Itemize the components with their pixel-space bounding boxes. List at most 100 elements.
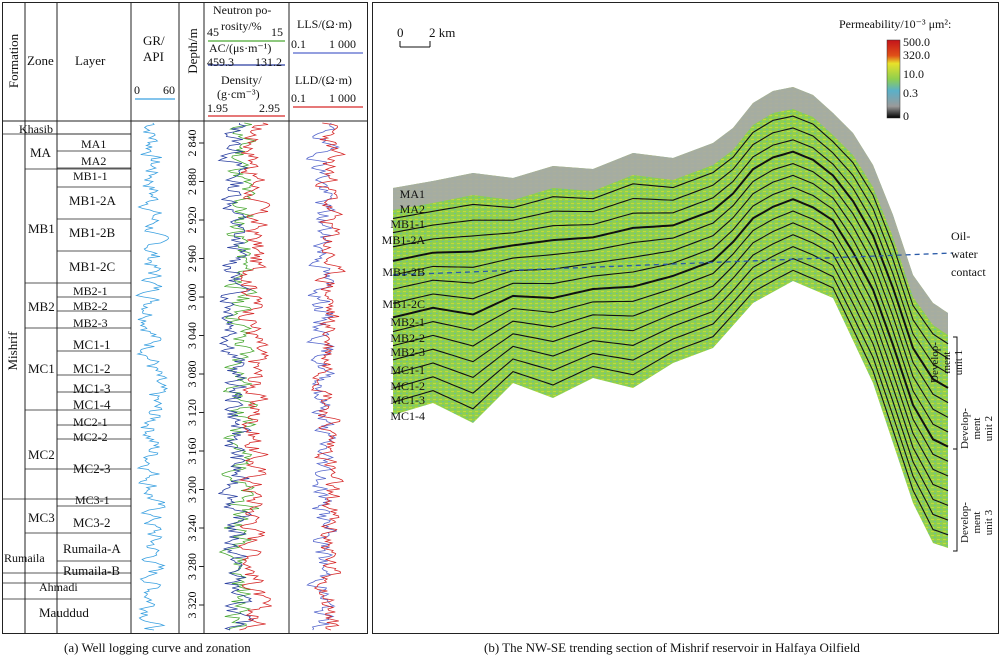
- caption-right: (b) The NW-SE trending section of Mishri…: [484, 640, 860, 655]
- section-layer-label: MC1-2: [390, 379, 425, 393]
- section-layer-label: MB2-3: [390, 345, 425, 359]
- dev-unit-3-line2: ment: [971, 511, 983, 534]
- layer-mb1-2a: MB1-2A: [69, 193, 116, 208]
- section-layer-label: MC1-3: [390, 393, 425, 407]
- layer-mb1-2c: MB1-2C: [69, 259, 116, 274]
- section-layer-label: MB2-1: [390, 315, 425, 329]
- legend-value-500: 500.0: [903, 35, 930, 49]
- layer-mb2-1: MB2-1: [73, 284, 108, 298]
- layer-boundary-line: [392, 245, 949, 506]
- depth-tick-label: 3 200: [185, 476, 199, 503]
- cross-section-panel: 0 2 km Permeability/10⁻³ μm²: 500.0 320.…: [372, 2, 999, 634]
- depth-tick-label: 3 240: [185, 515, 199, 542]
- zone-ma: MA: [30, 145, 51, 160]
- legend-title: Permeability/10⁻³ μm²:: [839, 17, 952, 31]
- ac-max: 131.2: [255, 55, 282, 69]
- layer-mc1-4: MC1-4: [73, 397, 111, 412]
- depth-tick-label: 3 320: [185, 592, 199, 619]
- layer-boundary-line: [392, 139, 949, 374]
- depth-tick-label: 3 160: [185, 438, 199, 465]
- owc-label-3: contact: [951, 265, 986, 279]
- dev-unit-3: Develop- ment unit 3: [959, 502, 995, 543]
- well-log-svg: 2 840 2 880 2 920 2 960 3 000 3 040 3 080 3 120…: [3, 3, 367, 633]
- depth-ticks: 2 840 2 880 2 920 2 960 3 000 3 040 3 080 3 120…: [185, 130, 204, 619]
- dev-unit-1-line2: ment: [941, 351, 953, 374]
- caption-left: (a) Well logging curve and zonation: [64, 640, 251, 655]
- section-layer-label: MC1-4: [390, 409, 425, 423]
- layer-boundary-line: [392, 163, 949, 404]
- gr-curve: [135, 122, 169, 631]
- ac-min: 459.3: [207, 55, 234, 69]
- depth-tick-label: 2 920: [185, 207, 199, 234]
- formation-header: Formation: [6, 33, 21, 89]
- dev-unit-1: Develop- ment unit 1: [929, 342, 965, 383]
- neutron-header-2: rosity/%: [221, 19, 262, 33]
- density-max: 2.95: [259, 101, 280, 115]
- layer-boundary-line: [392, 150, 949, 389]
- layer-boundary-line: [392, 257, 949, 521]
- formation-rumaila: Rumaila: [4, 551, 45, 565]
- layer-boundary-line: [392, 210, 949, 462]
- zone-mc1: MC1: [28, 361, 55, 376]
- formation-ahmadi: Ahmadi: [39, 580, 78, 594]
- layer-boundary-line: [392, 115, 949, 345]
- dev-unit-3-line1: Develop-: [959, 502, 971, 543]
- layer-boundaries: [392, 115, 949, 536]
- neutron-max: 15: [271, 25, 283, 39]
- scale-zero: 0: [397, 25, 404, 40]
- layer-mb1-1: MB1-1: [73, 169, 108, 183]
- depth-header: Depth/m: [185, 28, 200, 74]
- section-layer-label: MB2-2: [390, 331, 425, 345]
- lls-min: 0.1: [291, 37, 306, 51]
- formation-khasib: Khasib: [19, 122, 53, 136]
- zone-mc3: MC3: [28, 510, 55, 525]
- scale-bar: [399, 41, 431, 48]
- gr-min: 0: [134, 83, 140, 97]
- zone-mb1: MB1: [28, 221, 55, 236]
- cross-section-svg: [392, 39, 958, 552]
- lls-curve: [305, 122, 341, 631]
- zone-mb2: MB2: [28, 299, 55, 314]
- neutron-min: 45: [207, 25, 219, 39]
- lld-header: LLD/(Ω·m): [295, 73, 352, 87]
- depth-tick-label: 3 040: [185, 322, 199, 349]
- gr-header-label: GR/: [143, 33, 165, 48]
- legend-value-10: 10.0: [903, 67, 924, 81]
- layer-boundary-line: [392, 127, 949, 359]
- section-body: [393, 87, 948, 548]
- dev-unit-2-line3: unit 2: [983, 415, 995, 442]
- section-layer-label: MA2: [399, 202, 425, 216]
- zone-header: Zone: [27, 53, 54, 68]
- layer-header: Layer: [75, 53, 106, 68]
- layer-mc2-3: MC2-3: [73, 461, 111, 476]
- layer-boundary-line: [392, 222, 949, 477]
- depth-tick-label: 2 960: [185, 245, 199, 272]
- density-min: 1.95: [207, 101, 228, 115]
- ac-curve: [217, 122, 255, 631]
- layer-mb1-2b: MB1-2B: [69, 225, 116, 240]
- legend-value-320: 320.0: [903, 48, 930, 62]
- density-header-1: Density/: [221, 73, 262, 87]
- scale-label: 2 km: [429, 25, 456, 40]
- lls-max: 1 000: [329, 37, 356, 51]
- neutron-curve: [218, 122, 260, 631]
- dev-unit-1-line1: Develop-: [929, 342, 941, 383]
- layer-rumaila-b: Rumaila-B: [63, 563, 121, 578]
- layer-mc1-3: MC1-3: [73, 381, 111, 396]
- layer-boundary-line: [392, 186, 949, 433]
- layer-boundary-line: [392, 234, 949, 492]
- gr-max: 60: [163, 83, 175, 97]
- dev-unit-2: Develop- ment unit 2: [959, 408, 995, 449]
- formation-mishrif: Mishrif: [5, 331, 20, 371]
- ac-header: AC/(μs·m⁻¹): [209, 41, 272, 55]
- lld-max: 1 000: [329, 91, 356, 105]
- layer-mc2-2: MC2-2: [73, 430, 108, 444]
- formation-mauddud: Mauddud: [39, 605, 89, 620]
- lld-min: 0.1: [291, 91, 306, 105]
- neutron-header-1: Neutron po-: [213, 3, 272, 17]
- layer-mc1-2: MC1-2: [73, 361, 111, 376]
- layer-mc3-1: MC3-1: [75, 493, 110, 507]
- depth-tick-label: 3 080: [185, 361, 199, 388]
- gr-header-unit: API: [143, 49, 164, 64]
- depth-tick-label: 2 880: [185, 168, 199, 195]
